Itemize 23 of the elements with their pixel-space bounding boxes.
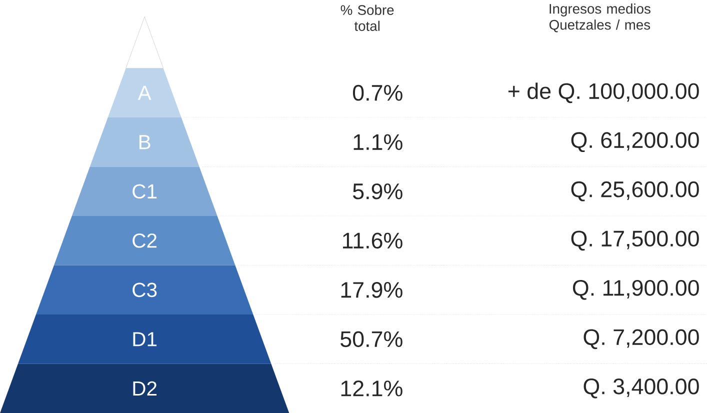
category-label: D2 [133, 381, 157, 396]
text: Ingresos medios Quetzales / mes [549, 4, 650, 32]
data-label: 5.9% [353, 183, 402, 200]
category-label: D1 [133, 332, 157, 346]
data-label: Q. 11,900.00 [572, 280, 699, 300]
category-label: A [138, 86, 152, 100]
data-label: 0.7% [352, 84, 402, 101]
data-label: 1.1% [354, 134, 402, 150]
data-label: + de Q. 100,000.00 [508, 82, 699, 104]
data-label: 11.6% [343, 232, 402, 249]
data-label: 12.1% [341, 380, 402, 396]
data-label: Q. 17,500.00 [571, 230, 699, 251]
data-label: Q. 7,200.00 [584, 329, 699, 350]
data-label: 50.7% [340, 331, 402, 348]
text: % Sobre total [340, 4, 394, 31]
category-label: C2 [132, 233, 157, 248]
category-label: C3 [132, 282, 157, 298]
category-label: C1 [132, 184, 157, 199]
data-label: Q. 3,400.00 [584, 378, 699, 398]
data-label: 17.9% [341, 282, 402, 298]
category-label: B [139, 135, 150, 150]
data-label: Q. 61,200.00 [571, 132, 699, 152]
data-label: Q. 25,600.00 [571, 181, 699, 202]
